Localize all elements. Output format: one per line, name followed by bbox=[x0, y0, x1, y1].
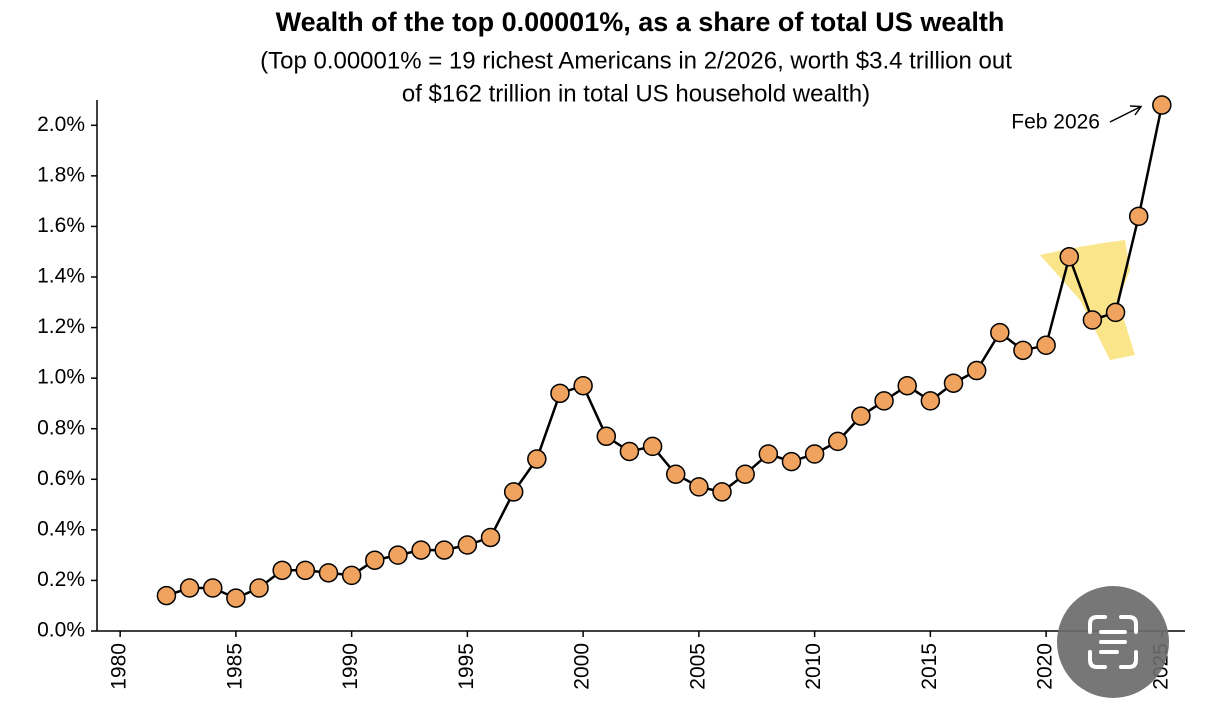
data-point bbox=[735, 464, 755, 484]
data-point bbox=[573, 375, 593, 396]
highlight bbox=[1040, 240, 1135, 360]
lens-icon bbox=[1088, 615, 1138, 669]
data-point bbox=[341, 565, 362, 586]
data-point bbox=[990, 322, 1010, 343]
data-point bbox=[365, 550, 385, 570]
data-point bbox=[179, 578, 200, 598]
data-point bbox=[1128, 206, 1149, 227]
x-tick-label: 2020 bbox=[1034, 643, 1057, 690]
data-point bbox=[1082, 310, 1103, 330]
data-point bbox=[758, 444, 779, 464]
data-point bbox=[920, 391, 941, 411]
plot-area: 0.0% 0.2% 0.4% 0.6% 0.8% 1.0% 1.2% 1.4% 1.6% 1.8%… bbox=[37, 95, 1185, 690]
data-point bbox=[943, 373, 964, 393]
data-point bbox=[897, 375, 917, 396]
x-tick-label: 1995 bbox=[455, 643, 478, 690]
data-point bbox=[689, 477, 709, 497]
data-point bbox=[781, 451, 802, 472]
data-point bbox=[1105, 302, 1126, 323]
y-tick-label: 0.8% bbox=[37, 416, 85, 439]
data-point bbox=[388, 545, 408, 565]
data-point bbox=[851, 406, 871, 426]
data-point bbox=[596, 426, 617, 447]
chart-subtitle: of $162 trillion in total US household w… bbox=[402, 80, 870, 107]
data-point bbox=[272, 560, 292, 581]
data-point bbox=[1059, 247, 1080, 267]
lens-button[interactable] bbox=[1057, 586, 1169, 698]
chart-title: Wealth of the top 0.00001%, as a share o… bbox=[276, 7, 1005, 37]
data-point bbox=[1013, 340, 1033, 361]
y-tick-label: 1.0% bbox=[37, 366, 85, 389]
y-tick-label: 0.4% bbox=[37, 517, 85, 540]
y-tick-label: 1.2% bbox=[37, 315, 85, 338]
y-tick-label: 0.2% bbox=[37, 568, 85, 591]
lens-icon bbox=[1099, 630, 1127, 654]
y-tick-label: 2.0% bbox=[37, 113, 85, 136]
x-tick-label: 2000 bbox=[571, 643, 594, 690]
data-point bbox=[527, 449, 547, 469]
y-tick-label: 1.8% bbox=[37, 163, 85, 186]
annotation: Feb 2026 bbox=[1011, 111, 1100, 134]
data-point bbox=[480, 527, 501, 548]
x-tick-label: 1985 bbox=[223, 643, 246, 690]
data-point bbox=[295, 560, 316, 581]
annotation-arrow bbox=[1109, 105, 1143, 123]
data-point bbox=[642, 436, 663, 457]
y-tick-label: 1.6% bbox=[37, 214, 85, 237]
y-tick-label: 0.6% bbox=[37, 467, 85, 490]
chart-subtitle: (Top 0.00001% = 19 richest Americans in … bbox=[260, 47, 1012, 74]
data-point bbox=[457, 535, 478, 555]
data-point bbox=[619, 441, 640, 462]
data-point bbox=[226, 588, 246, 608]
data-point bbox=[202, 578, 223, 598]
data-point bbox=[665, 464, 686, 484]
x-tick-label: 2010 bbox=[802, 643, 825, 690]
data-point bbox=[712, 482, 732, 502]
x-tick-label: 2005 bbox=[686, 643, 709, 690]
y-tick-label: 1.4% bbox=[37, 265, 85, 288]
data-point bbox=[966, 360, 987, 381]
data-point bbox=[156, 585, 177, 606]
data-point bbox=[434, 540, 454, 560]
data-point bbox=[503, 482, 524, 502]
series-line bbox=[166, 104, 1164, 600]
x-tick-label: 1980 bbox=[108, 643, 131, 690]
data-point bbox=[804, 444, 825, 464]
data-point bbox=[411, 540, 431, 560]
x-tick-label: 2015 bbox=[918, 643, 941, 690]
data-point bbox=[828, 431, 848, 452]
data-point bbox=[1036, 335, 1056, 356]
data-point bbox=[249, 578, 269, 598]
x-tick-label: 1990 bbox=[339, 643, 362, 690]
data-point bbox=[874, 391, 894, 411]
y-tick-label: 0.0% bbox=[37, 619, 85, 642]
data-point bbox=[1152, 95, 1172, 115]
data-point bbox=[550, 383, 570, 404]
data-point bbox=[318, 563, 339, 583]
